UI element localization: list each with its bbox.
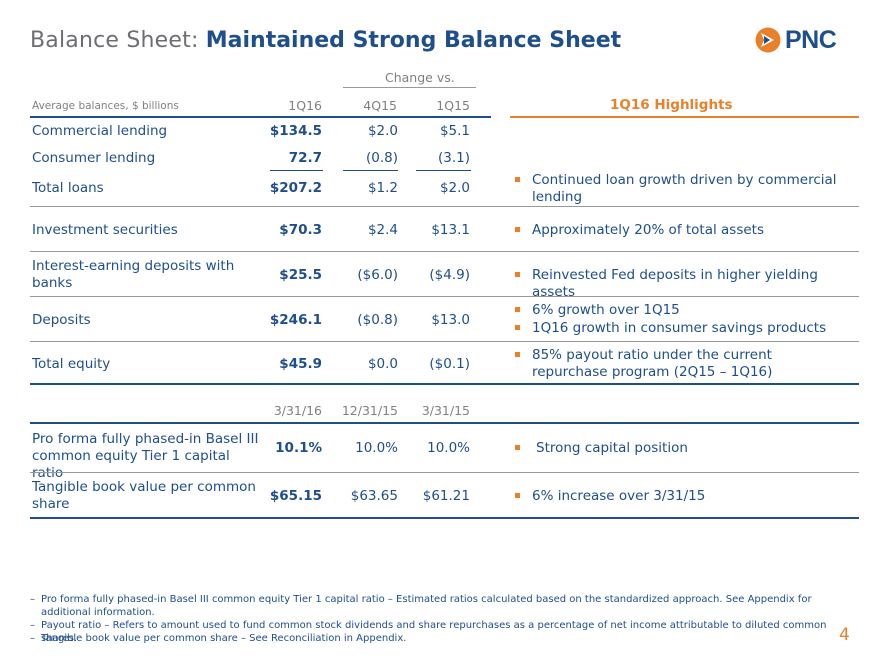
footnote-3: – Tangible book value per common share – … [30, 633, 407, 644]
highlights-title: 1Q16 Highlights [610, 97, 733, 113]
pnc-logo-icon [755, 27, 781, 53]
col-header-1q16: 1Q16 [288, 98, 322, 113]
cell-total-loans-4q15: $1.2 [367, 180, 398, 196]
highlight-securities: Approximately 20% of total assets [515, 222, 845, 239]
row-label-commercial-lending: Commercial lending [32, 123, 168, 139]
cell-consumer-1q16: 72.7 [288, 150, 322, 166]
col-header-12-31-15: 12/31/15 [341, 403, 398, 418]
cell-equity-4q15: $0.0 [367, 356, 398, 372]
cell-deposits-1q16: $246.1 [269, 312, 322, 328]
highlight-tbv: 6% increase over 3/31/15 [515, 488, 845, 505]
section-rule [30, 383, 859, 385]
bullet-marker [515, 352, 520, 357]
subtotal-underline-1 [270, 170, 323, 171]
row-label-header: Average balances, $ billions [32, 100, 179, 112]
cell-total-loans-1q16: $207.2 [269, 180, 322, 196]
row-label-total-equity: Total equity [32, 356, 111, 372]
cell-equity-1q15: ($0.1) [429, 356, 470, 372]
cell-tbv-3-31-16: $65.15 [269, 488, 322, 504]
cell-consumer-1q15: (3.1) [437, 150, 470, 166]
cell-consumer-4q15: (0.8) [365, 150, 398, 166]
page-title: Balance Sheet: Maintained Strong Balance… [30, 27, 621, 55]
col-header-3-31-16: 3/31/16 [273, 403, 322, 418]
bullet-marker [515, 493, 520, 498]
row-label-deposits: Deposits [32, 312, 91, 328]
bullet-marker [515, 227, 520, 232]
cell-cet1-3-31-16: 10.1% [275, 440, 322, 456]
cell-securities-4q15: $2.4 [367, 222, 398, 238]
cell-deposits-4q15: ($0.8) [357, 312, 398, 328]
bullet-marker [515, 177, 520, 182]
row-divider [30, 341, 859, 342]
row-label-investment-securities: Investment securities [32, 222, 178, 238]
cell-equity-1q16: $45.9 [279, 356, 322, 372]
footnote-1: – Pro forma fully phased-in Basel III com… [30, 594, 812, 618]
cell-tbv-12-31-15: $63.65 [350, 488, 398, 504]
cell-securities-1q15: $13.1 [431, 222, 470, 238]
cell-tbv-3-31-15: $61.21 [422, 488, 470, 504]
row-divider [30, 472, 859, 473]
cell-securities-1q16: $70.3 [279, 222, 322, 238]
cell-deposits-1q15: $13.0 [431, 312, 470, 328]
row-label-consumer-lending: Consumer lending [32, 150, 156, 166]
logo-text: PNC [785, 25, 837, 54]
cell-commercial-1q15: $5.1 [439, 123, 470, 139]
bullet-marker [515, 325, 520, 330]
cell-commercial-4q15: $2.0 [367, 123, 398, 139]
highlight-deposits-1: 6% growth over 1Q15 [515, 302, 855, 319]
cell-cet1-12-31-15: 10.0% [355, 440, 398, 456]
cell-total-loans-1q15: $2.0 [439, 180, 470, 196]
row-label-cet1-ratio: Pro forma fully phased-in Basel III comm… [32, 431, 259, 481]
col-header-3-31-15: 3/31/15 [421, 403, 470, 418]
subtotal-underline-3 [416, 170, 471, 171]
row-divider [30, 251, 859, 252]
col-header-1q15: 1Q15 [436, 98, 470, 113]
highlights-rule [510, 116, 859, 118]
highlight-equity: 85% payout ratio under the current repur… [515, 347, 850, 381]
title-prefix: Balance Sheet: [30, 28, 206, 53]
footnote-2: – Payout ratio – Refers to amount used to… [30, 620, 827, 644]
header2-rule [30, 422, 859, 424]
cell-ied-1q16: $25.5 [279, 267, 322, 283]
highlight-capital: Strong capital position [515, 440, 845, 457]
highlight-loans: Continued loan growth driven by commerci… [515, 172, 845, 206]
row-label-total-loans: Total loans [32, 180, 104, 196]
row-label-tbv: Tangible book value per common share [32, 479, 256, 512]
row-label-interest-earning-deposits: Interest-earning deposits with banks [32, 258, 235, 291]
table-bottom-rule [30, 517, 859, 519]
cell-ied-1q15: ($4.9) [429, 267, 470, 283]
cell-cet1-3-31-15: 10.0% [427, 440, 470, 456]
page-number: 4 [839, 625, 850, 645]
bullet-marker [515, 307, 520, 312]
col-header-4q15: 4Q15 [363, 98, 397, 113]
pnc-logo: PNC [755, 25, 837, 54]
subtotal-underline-2 [343, 170, 398, 171]
header-rule [30, 116, 491, 118]
row-divider [30, 206, 859, 207]
change-vs-underline [343, 87, 476, 88]
bullet-marker [515, 272, 520, 277]
cell-ied-4q15: ($6.0) [357, 267, 398, 283]
row-divider [30, 296, 859, 297]
cell-commercial-1q16: $134.5 [269, 123, 322, 139]
title-main: Maintained Strong Balance Sheet [205, 28, 622, 53]
change-vs-label: Change vs. [385, 70, 455, 85]
bullet-marker [515, 445, 520, 450]
highlight-deposits-2: 1Q16 growth in consumer savings products [515, 320, 855, 337]
